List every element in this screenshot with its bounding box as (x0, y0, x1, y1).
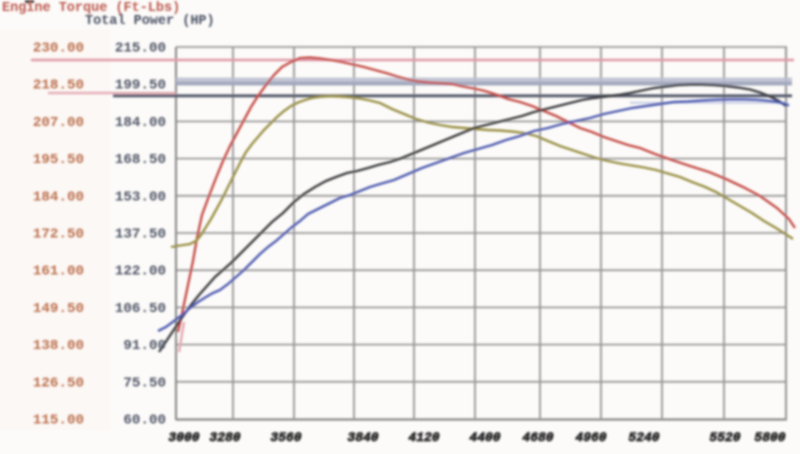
svg-text:172.50: 172.50 (33, 227, 84, 243)
svg-text:138.00: 138.00 (33, 338, 84, 354)
svg-text:199.50: 199.50 (115, 78, 166, 94)
svg-text:207.00: 207.00 (33, 115, 84, 131)
svg-text:Engine Torque (Ft-Lbs): Engine Torque (Ft-Lbs) (2, 1, 180, 16)
svg-text:91.00: 91.00 (123, 338, 166, 354)
svg-text:106.50: 106.50 (115, 301, 166, 317)
svg-text:184.00: 184.00 (115, 115, 166, 131)
svg-text:4680: 4680 (522, 430, 553, 445)
svg-text:4960: 4960 (575, 430, 606, 445)
svg-text:5240: 5240 (628, 430, 659, 445)
svg-text:3840: 3840 (347, 430, 378, 445)
svg-text:218.50: 218.50 (33, 78, 84, 94)
svg-text:195.50: 195.50 (33, 152, 84, 168)
svg-text:161.00: 161.00 (33, 264, 84, 280)
svg-text:Total Power (HP): Total Power (HP) (85, 14, 215, 29)
svg-text:153.00: 153.00 (115, 189, 166, 205)
svg-text:122.00: 122.00 (115, 264, 166, 280)
svg-text:230.00: 230.00 (33, 41, 84, 57)
svg-text:75.50: 75.50 (123, 375, 166, 391)
svg-text:149.50: 149.50 (33, 301, 84, 317)
svg-text:184.00: 184.00 (33, 189, 84, 205)
svg-text:215.00: 215.00 (115, 41, 166, 57)
svg-text:4400: 4400 (469, 430, 500, 445)
svg-text:115.00: 115.00 (33, 413, 84, 429)
svg-text:60.00: 60.00 (123, 413, 166, 429)
svg-text:126.50: 126.50 (33, 375, 84, 391)
svg-text:5520: 5520 (709, 430, 740, 445)
svg-text:137.50: 137.50 (115, 227, 166, 243)
svg-text:168.50: 168.50 (115, 152, 166, 168)
svg-text:4120: 4120 (408, 430, 439, 445)
svg-text:3560: 3560 (270, 430, 301, 445)
svg-text:3000: 3000 (168, 430, 199, 445)
svg-text:5800: 5800 (754, 430, 785, 445)
svg-text:3280: 3280 (209, 430, 240, 445)
